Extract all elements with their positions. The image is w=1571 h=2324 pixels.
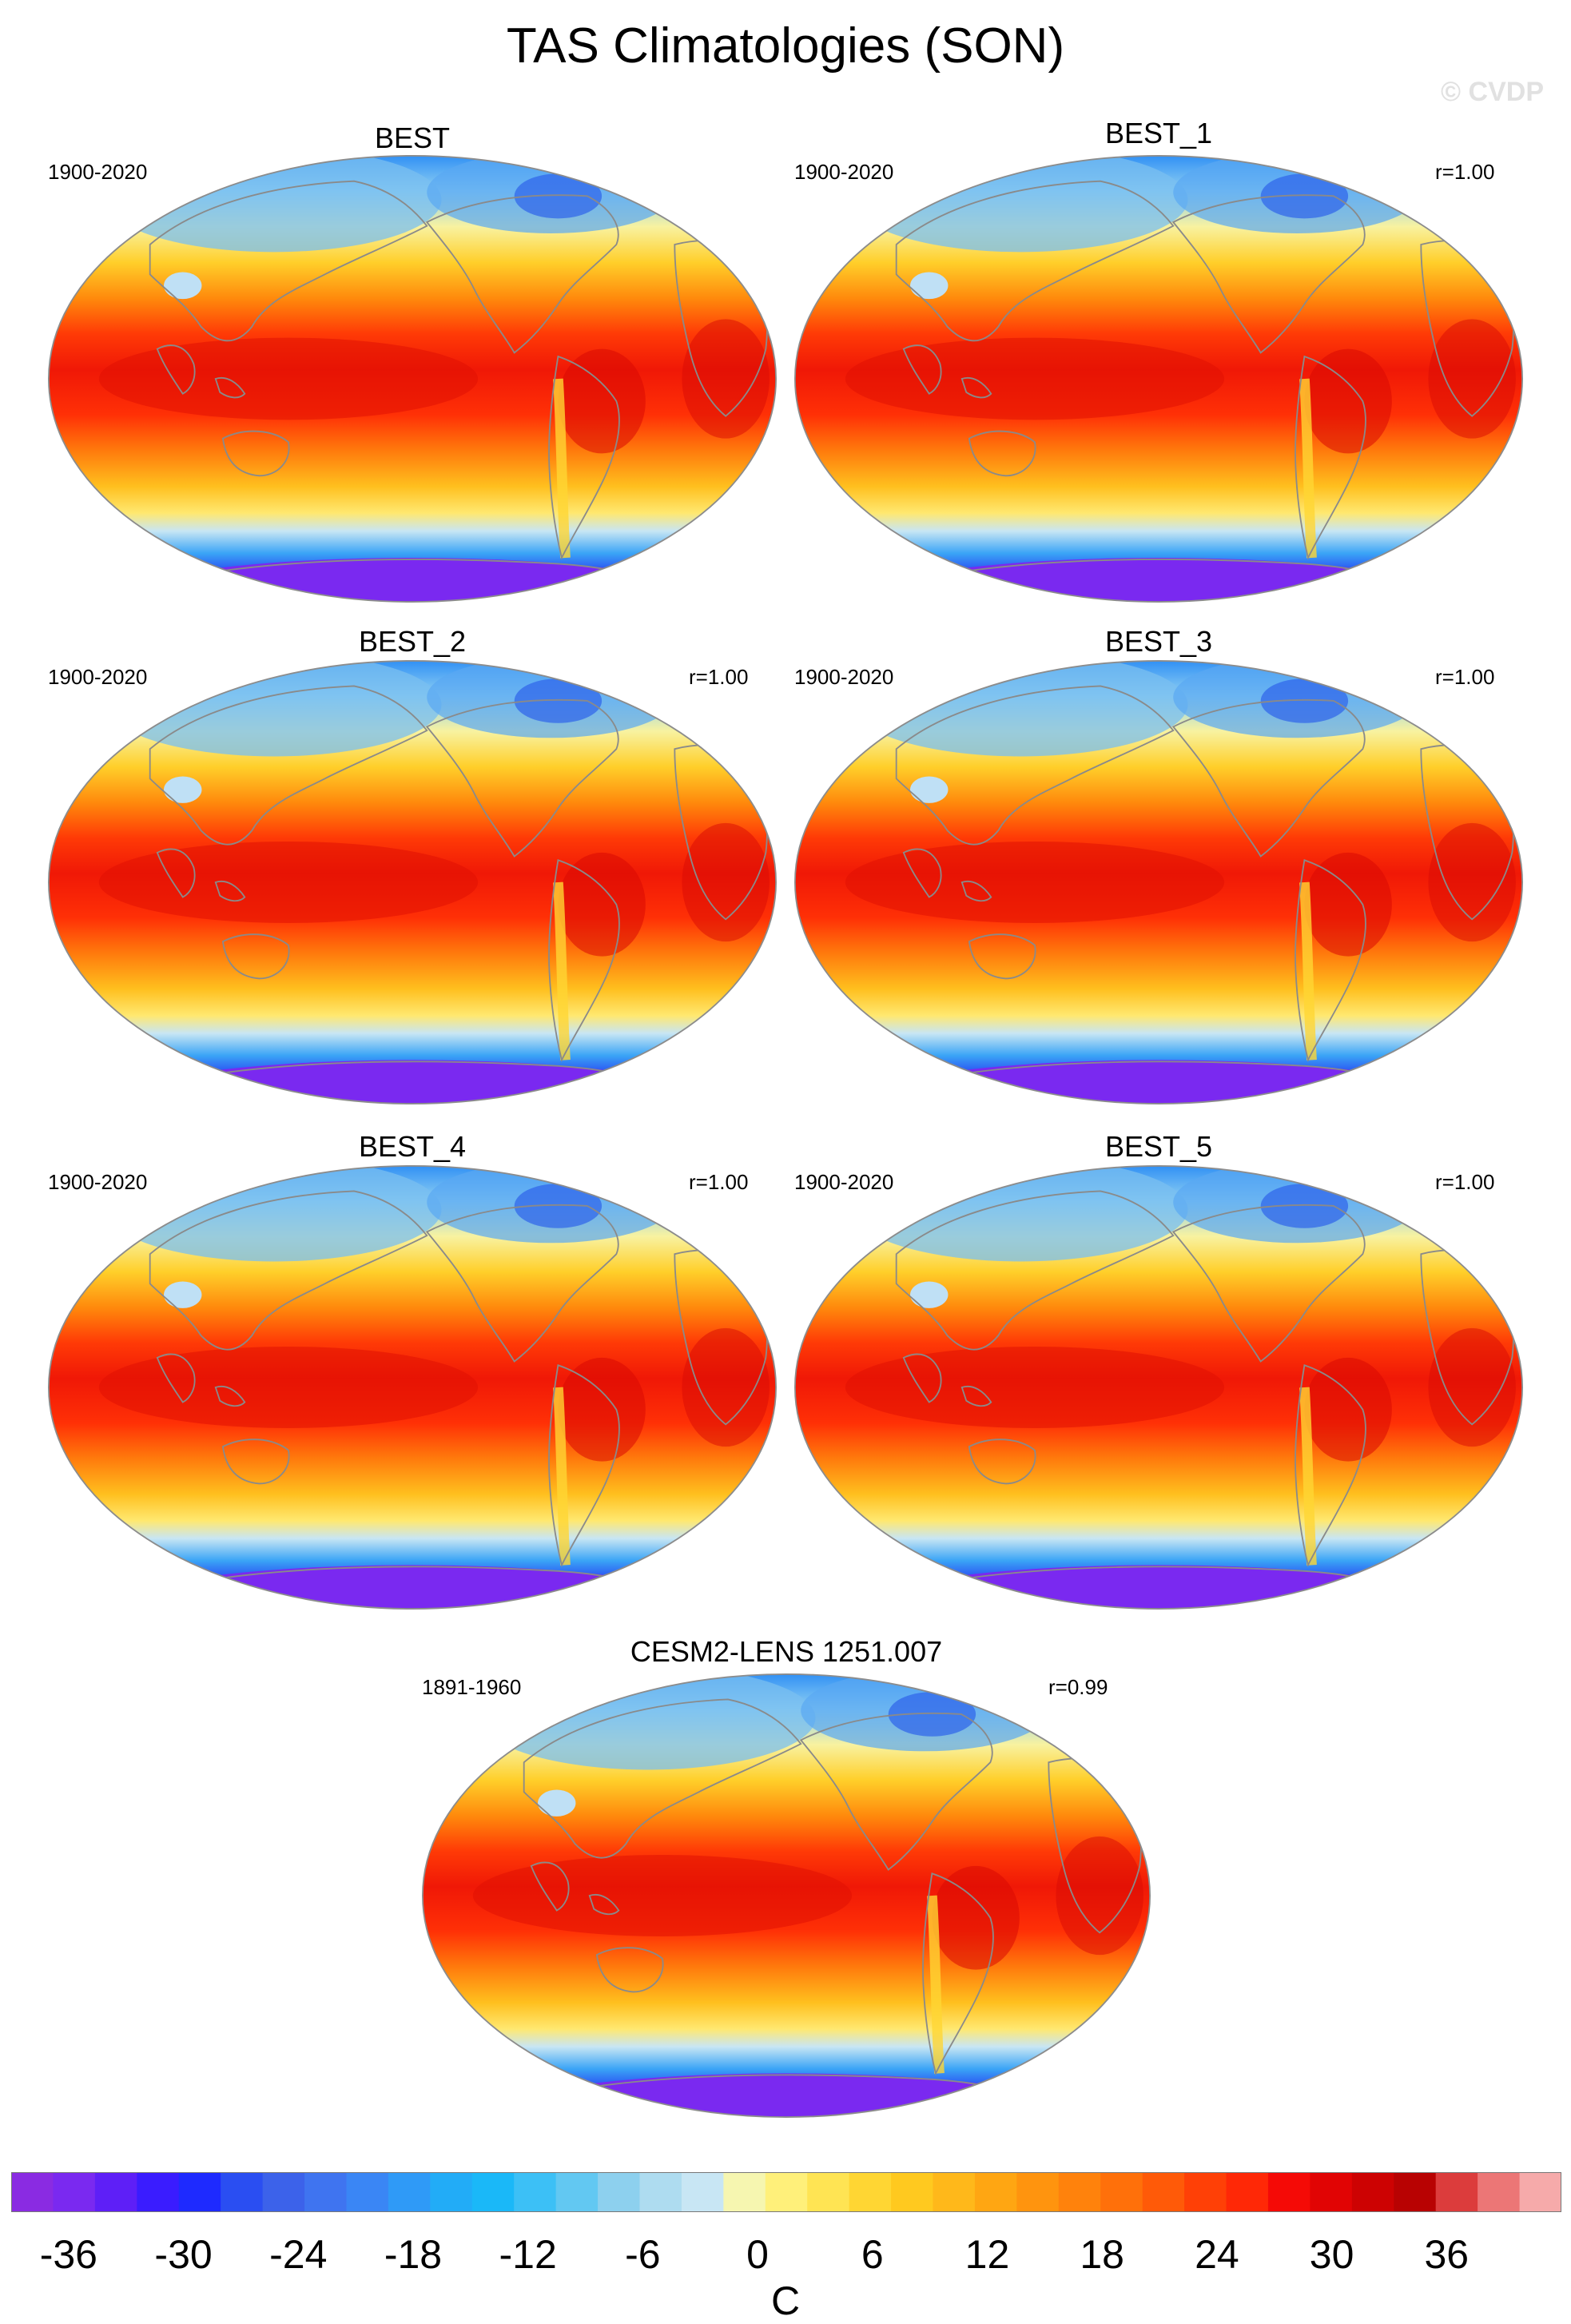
colorbar-segment — [1142, 2172, 1185, 2212]
panel-correlation: r=0.99 — [1048, 1675, 1108, 1699]
colorbar-segment — [765, 2172, 808, 2212]
figure-title: TAS Climatologies (SON) — [506, 18, 1065, 74]
panel-correlation: r=1.00 — [1435, 1170, 1495, 1194]
panel-period: 1900-2020 — [48, 665, 148, 689]
world-map-1 — [794, 155, 1523, 603]
colorbar-segment — [304, 2172, 348, 2212]
map-panel — [48, 660, 777, 1104]
panel-period: 1900-2020 — [794, 1170, 894, 1194]
panel-correlation: r=1.00 — [689, 665, 749, 689]
map-panel — [422, 1673, 1151, 2118]
colorbar-segment — [555, 2172, 599, 2212]
colorbar-segment — [388, 2172, 431, 2212]
panel-title: CESM2-LENS 1251.007 — [630, 1635, 943, 1668]
colorbar-segment — [514, 2172, 557, 2212]
panel-title: BEST_4 — [358, 1130, 467, 1163]
colorbar-segment — [262, 2172, 305, 2212]
colorbar-segment — [1310, 2172, 1353, 2212]
panel-period: 1900-2020 — [794, 160, 894, 184]
panel-title: BEST_1 — [1104, 117, 1213, 149]
colorbar-tick-label: -6 — [625, 2232, 661, 2277]
colorbar-segment — [723, 2172, 766, 2212]
colorbar-tick-label: 6 — [861, 2232, 884, 2277]
colorbar-segment — [221, 2172, 264, 2212]
colorbar-tick-label: -36 — [39, 2232, 97, 2277]
colorbar-segment — [1478, 2172, 1521, 2212]
map-panel — [794, 155, 1523, 603]
colorbar-segment — [681, 2172, 724, 2212]
colorbar-tick-label: 0 — [746, 2232, 769, 2277]
colorbar-frame — [11, 2172, 1561, 2212]
panel-period: 1900-2020 — [48, 160, 148, 184]
colorbar-segment — [1351, 2172, 1394, 2212]
colorbar-tick-label: 24 — [1195, 2232, 1239, 2277]
colorbar-segment — [346, 2172, 389, 2212]
colorbar-segment — [1226, 2172, 1269, 2212]
colorbar-segment — [974, 2172, 1017, 2212]
colorbar-units: C — [770, 2278, 801, 2323]
colorbar-segment — [1016, 2172, 1060, 2212]
map-panel — [48, 155, 777, 603]
panel-period: 1891-1960 — [422, 1675, 522, 1699]
colorbar-segment — [849, 2172, 892, 2212]
colorbar-segment — [891, 2172, 934, 2212]
world-map-0 — [48, 155, 777, 603]
world-map-6 — [422, 1673, 1151, 2118]
colorbar-segment — [178, 2172, 221, 2212]
colorbar-segment — [11, 2172, 54, 2212]
panel-period: 1900-2020 — [794, 665, 894, 689]
colorbar-tick-label: 18 — [1080, 2232, 1124, 2277]
map-panel — [48, 1165, 777, 1610]
colorbar-segment — [1519, 2172, 1561, 2212]
panel-title: BEST — [374, 121, 451, 154]
colorbar-tick-label: -18 — [384, 2232, 443, 2277]
colorbar-segment — [1100, 2172, 1143, 2212]
panel-correlation: r=1.00 — [1435, 665, 1495, 689]
panel-period: 1900-2020 — [48, 1170, 148, 1194]
panel-correlation: r=1.00 — [1435, 160, 1495, 184]
colorbar-segment — [598, 2172, 641, 2212]
colorbar-tick-label: 30 — [1309, 2232, 1354, 2277]
world-map-3 — [794, 660, 1523, 1104]
colorbar-segment — [1435, 2172, 1478, 2212]
panel-correlation: r=1.00 — [689, 1170, 749, 1194]
world-map-4 — [48, 1165, 777, 1610]
colorbar-tick-label: 36 — [1424, 2232, 1470, 2277]
colorbar-tick-label: -24 — [269, 2232, 328, 2277]
panel-title: BEST_5 — [1104, 1130, 1213, 1163]
colorbar-segment — [933, 2172, 976, 2212]
colorbar-segment — [1184, 2172, 1227, 2212]
colorbar-segment — [639, 2172, 682, 2212]
map-panel — [794, 660, 1523, 1104]
colorbar-segment — [471, 2172, 515, 2212]
map-panel — [794, 1165, 1523, 1610]
colorbar-segment — [1267, 2172, 1310, 2212]
watermark: © CVDP — [1441, 77, 1544, 107]
colorbar-segment — [807, 2172, 850, 2212]
colorbar-tick-label: -30 — [154, 2232, 213, 2277]
panel-title: BEST_2 — [358, 625, 467, 658]
colorbar-segment — [94, 2172, 137, 2212]
panel-title: BEST_3 — [1104, 625, 1213, 658]
colorbar-segment — [1394, 2172, 1437, 2212]
colorbar — [11, 2172, 1561, 2212]
colorbar-segment — [1058, 2172, 1101, 2212]
world-map-2 — [48, 660, 777, 1104]
world-map-5 — [794, 1165, 1523, 1610]
colorbar-tick-label: -12 — [499, 2232, 557, 2277]
colorbar-segment — [53, 2172, 96, 2212]
colorbar-segment — [137, 2172, 180, 2212]
colorbar-tick-label: 12 — [964, 2232, 1010, 2277]
colorbar-segment — [430, 2172, 473, 2212]
